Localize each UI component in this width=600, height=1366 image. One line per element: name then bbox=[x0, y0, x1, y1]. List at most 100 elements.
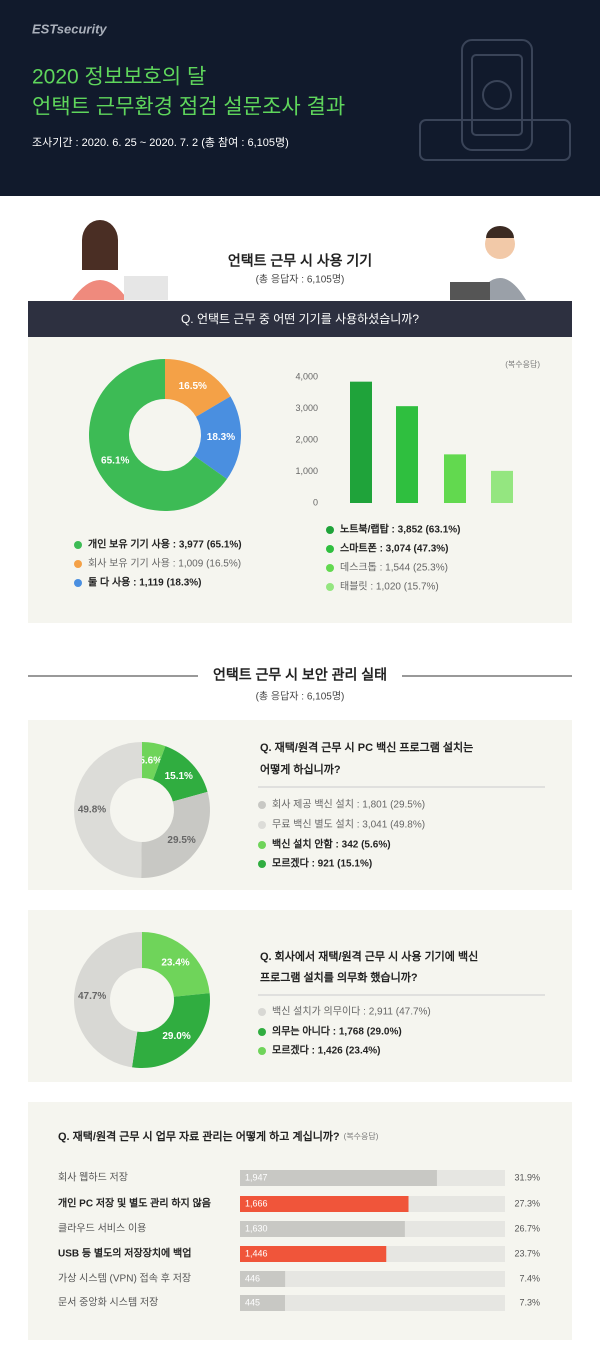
share-label: 7.3% bbox=[519, 1297, 540, 1307]
logo: ESTsecurity bbox=[32, 21, 107, 36]
category-label: 클라우드 서비스 이용 bbox=[58, 1223, 146, 1235]
bar bbox=[240, 1246, 387, 1262]
bar bbox=[240, 1196, 409, 1212]
legend-label: 스마트폰 : 3,074 (47.3%) bbox=[340, 542, 449, 555]
legend-label: 백신 설치가 의무이다 : 2,911 (47.7%) bbox=[272, 1006, 431, 1018]
slice-label: 47.7% bbox=[78, 991, 106, 1002]
value-label: 1,947 bbox=[245, 1172, 268, 1182]
pie-slice bbox=[74, 742, 142, 878]
section-subtitle: (총 응답자 : 6,105명) bbox=[256, 274, 345, 286]
bar-track bbox=[240, 1295, 505, 1311]
pie-slice bbox=[141, 791, 210, 878]
pie-slice bbox=[89, 359, 227, 512]
bar bbox=[240, 1271, 286, 1287]
person-left bbox=[72, 220, 168, 300]
slice-label: 15.1% bbox=[165, 771, 193, 782]
share-label: 27.3% bbox=[514, 1198, 540, 1208]
legend-label: 모르겠다 : 921 (15.1%) bbox=[272, 857, 372, 870]
legend-label: 개인 보유 기기 사용 : 3,977 (65.1%) bbox=[88, 538, 242, 551]
bar bbox=[240, 1221, 405, 1237]
value-label: 1,630 bbox=[245, 1223, 268, 1233]
value-label: 446 bbox=[245, 1273, 260, 1283]
legend-label: 의무는 아니다 : 1,768 (29.0%) bbox=[272, 1025, 402, 1038]
category-label: 회사 웹하드 저장 bbox=[58, 1171, 128, 1184]
legend-label: 회사 제공 백신 설치 : 1,801 (29.5%) bbox=[272, 799, 425, 811]
pie-slice bbox=[153, 746, 208, 802]
bar bbox=[240, 1295, 286, 1311]
slice-label: 16.5% bbox=[179, 381, 207, 392]
bar-track bbox=[240, 1271, 505, 1287]
share-label: 7.4% bbox=[519, 1273, 540, 1283]
title-line: 언택트 근무환경 점검 설문조사 결과 bbox=[32, 96, 345, 119]
slice-label: 23.4% bbox=[161, 958, 189, 969]
legend-bullet bbox=[258, 821, 266, 829]
legend-bullet bbox=[258, 1008, 266, 1016]
pie-slice bbox=[142, 742, 166, 780]
question: Q. 회사에서 재택/원격 근무 시 사용 기기에 백신 bbox=[260, 949, 478, 963]
legend-bullet bbox=[258, 841, 266, 849]
question-bar bbox=[28, 301, 572, 337]
legend-bullet bbox=[74, 579, 82, 587]
legend-bullet bbox=[326, 526, 334, 534]
bar bbox=[350, 381, 372, 503]
legend-label: 백신 설치 안함 : 342 (5.6%) bbox=[272, 838, 391, 851]
category-label: USB 등 별도의 저장장치에 백업 bbox=[58, 1247, 191, 1260]
slice-label: 29.0% bbox=[162, 1031, 190, 1042]
legend-bullet bbox=[326, 564, 334, 572]
note: (복수응답) bbox=[505, 359, 540, 369]
legend-bullet bbox=[258, 1028, 266, 1036]
y-tick-label: 2,000 bbox=[295, 434, 318, 444]
y-tick-label: 1,000 bbox=[295, 466, 318, 476]
question: 프로그램 설치를 의무화 했습니까? bbox=[260, 970, 418, 984]
bar bbox=[491, 470, 513, 503]
header-bg bbox=[0, 0, 600, 196]
bar bbox=[396, 406, 418, 503]
legend-bullet bbox=[326, 545, 334, 553]
slice-label: 65.1% bbox=[101, 455, 129, 466]
period: 조사기간 : 2020. 6. 25 ~ 2020. 7. 2 (총 참여 : … bbox=[32, 136, 289, 149]
legend-label: 태블릿 : 1,020 (15.7%) bbox=[340, 581, 439, 593]
title-line: 2020 정보보호의 달 bbox=[32, 66, 206, 89]
y-tick-label: 4,000 bbox=[295, 371, 318, 381]
legend-label: 모르겠다 : 1,426 (23.4%) bbox=[272, 1044, 381, 1057]
legend-label: 데스크톱 : 1,544 (25.3%) bbox=[340, 562, 448, 574]
person-right bbox=[450, 226, 526, 300]
section-title: 언택트 근무 시 사용 기기 bbox=[228, 253, 372, 269]
value-label: 445 bbox=[245, 1297, 260, 1307]
pie-slice bbox=[73, 932, 142, 1068]
note: (복수응답) bbox=[344, 1131, 379, 1141]
share-label: 23.7% bbox=[514, 1248, 540, 1258]
category-label: 가상 시스템 (VPN) 접속 후 저장 bbox=[58, 1273, 191, 1285]
category-label: 문서 중앙화 시스템 저장 bbox=[58, 1297, 158, 1309]
pie-slice bbox=[194, 396, 241, 480]
slice-label: 5.6% bbox=[139, 755, 162, 766]
slice-label: 49.8% bbox=[78, 804, 106, 815]
share-label: 31.9% bbox=[514, 1172, 540, 1182]
section-subtitle: (총 응답자 : 6,105명) bbox=[256, 691, 345, 703]
legend-label: 회사 보유 기기 사용 : 1,009 (16.5%) bbox=[88, 558, 241, 570]
section-title: 언택트 근무 시 보안 관리 실태 bbox=[213, 667, 387, 683]
pie-slice bbox=[132, 993, 211, 1069]
question-text: Q. 재택/원격 근무 시 업무 자료 관리는 어떻게 하고 계십니까? bbox=[58, 1129, 340, 1143]
share-label: 26.7% bbox=[514, 1223, 540, 1233]
legend-label: 둘 다 사용 : 1,119 (18.3%) bbox=[88, 576, 202, 589]
value-label: 1,446 bbox=[245, 1248, 268, 1258]
slice-label: 29.5% bbox=[167, 835, 195, 846]
legend-bullet bbox=[74, 560, 82, 568]
bar bbox=[444, 454, 466, 503]
pie-slice bbox=[142, 932, 210, 997]
legend-bullet bbox=[258, 1047, 266, 1055]
legend-bullet bbox=[258, 801, 266, 809]
slice-label: 18.3% bbox=[207, 432, 235, 443]
y-tick-label: 3,000 bbox=[295, 403, 318, 413]
legend-label: 무료 백신 별도 설치 : 3,041 (49.8%) bbox=[272, 819, 425, 831]
bar bbox=[240, 1170, 437, 1186]
legend-bullet bbox=[74, 541, 82, 549]
legend-bullet bbox=[326, 583, 334, 591]
legend-label: 노트북/랩탑 : 3,852 (63.1%) bbox=[340, 524, 460, 536]
value-label: 1,666 bbox=[245, 1198, 268, 1208]
phone-illustration bbox=[419, 39, 571, 161]
question: Q. 재택/원격 근무 시 PC 백신 프로그램 설치는 bbox=[260, 740, 473, 754]
